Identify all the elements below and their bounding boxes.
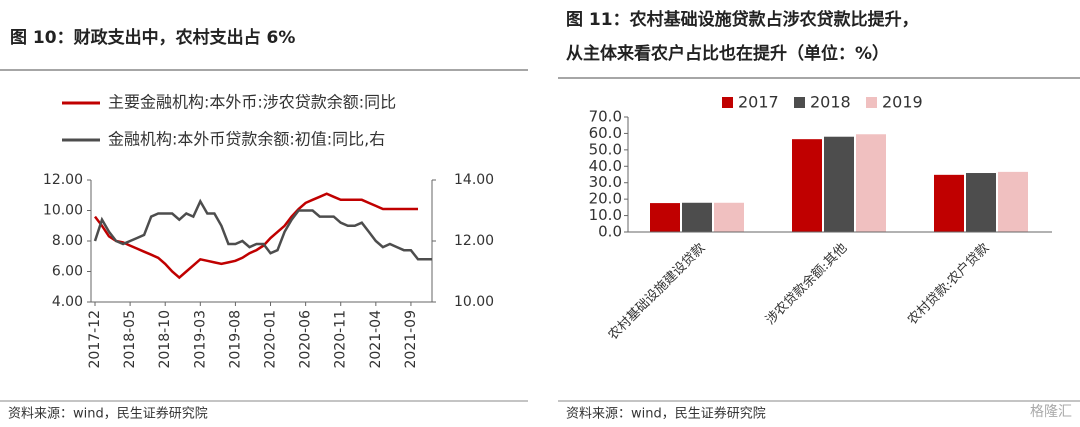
y-tick-label: 8.00 (52, 233, 83, 249)
legend-label: 主要金融机构:本外币:涉农贷款余额:同比 (108, 93, 396, 112)
legend-swatch (722, 97, 733, 108)
y2-tick-label: 10.00 (454, 294, 494, 310)
x-tick-label: 农村基础设施建设贷款 (606, 241, 709, 344)
y-tick-label: 40.0 (589, 157, 622, 175)
bar (966, 173, 996, 232)
source: 资料来源：wind，民生证券研究院 (566, 406, 766, 422)
x-tick-label: 2021-09 (403, 310, 419, 369)
y-tick-label: 70.0 (589, 108, 622, 126)
x-tick-label: 农村贷款:农户贷款 (904, 240, 992, 328)
y-tick-label: 6.00 (52, 264, 83, 280)
series-line (93, 198, 432, 261)
y2-tick-label: 14.00 (454, 172, 494, 188)
x-tick-label: 2020-01 (263, 310, 279, 369)
title-line: 从主体来看农户占比也在提升（单位：%） (566, 43, 889, 64)
source: 资料来源：wind，民生证券研究院 (8, 406, 208, 422)
x-tick-label: 2021-04 (368, 310, 384, 369)
y-tick-label: 30.0 (589, 173, 622, 191)
x-tick-label: 2018-10 (157, 310, 173, 369)
bar (792, 139, 822, 232)
series-line (94, 192, 418, 280)
y-tick-label: 10.0 (589, 206, 622, 224)
y-tick-label: 0.0 (598, 223, 622, 241)
legend-label: 金融机构:本外币贷款余额:初值:同比,右 (108, 130, 385, 149)
y-tick-label: 4.00 (52, 294, 83, 310)
legend-label: 2019 (882, 93, 923, 112)
x-tick-label: 2018-05 (122, 310, 138, 369)
x-tick-label: 涉农贷款余额:其他 (762, 240, 850, 328)
y-tick-label: 50.0 (589, 140, 622, 158)
bar (824, 136, 854, 232)
y-tick-label: 12.00 (43, 172, 83, 188)
bar (998, 171, 1028, 232)
y-tick-label: 20.0 (589, 190, 622, 208)
legend-swatch (866, 97, 877, 108)
legend-swatch (794, 97, 805, 108)
x-tick-label: 2020-11 (333, 310, 349, 369)
x-tick-label: 2019-08 (227, 310, 243, 369)
y-tick-label: 60.0 (589, 124, 622, 142)
chart-title: 图 10：财政支出中，农村支出占 6% (10, 27, 295, 48)
bar (682, 202, 712, 232)
bar (650, 203, 680, 232)
x-tick-label: 2019-03 (192, 310, 208, 369)
y2-tick-label: 12.00 (454, 233, 494, 249)
chart-title: 图 11：农村基础设施贷款占涉农贷款比提升， 从主体来看农户占比也在提升（单位：%… (566, 9, 919, 64)
y-tick-label: 10.00 (43, 203, 83, 219)
bar (714, 202, 744, 232)
watermark: 格隆汇 (1030, 404, 1072, 420)
bar (856, 134, 886, 232)
legend-label: 2017 (738, 93, 779, 112)
title-line: 图 11：农村基础设施贷款占涉农贷款比提升， (566, 9, 919, 30)
bar (934, 174, 964, 232)
x-tick-label: 2017-12 (87, 310, 103, 369)
legend-label: 2018 (810, 93, 851, 112)
x-tick-label: 2020-06 (298, 310, 314, 369)
